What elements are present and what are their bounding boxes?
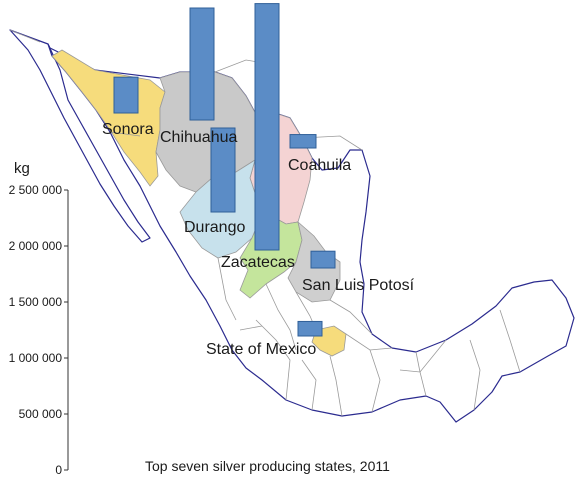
bar-series xyxy=(113,3,336,337)
label-state-of-mexico: State of Mexico xyxy=(206,341,316,358)
bar-durango xyxy=(210,127,236,213)
state-borders xyxy=(109,131,521,417)
y-tick-label: 500 000 xyxy=(19,407,63,421)
label-zacatecas: Zacatecas xyxy=(221,254,295,271)
bar-san-luis-potos- xyxy=(310,250,336,269)
y-tick-label: 1 000 000 xyxy=(9,351,63,365)
state-sonora xyxy=(51,49,166,187)
chart-title: Top seven silver producing states, 2011 xyxy=(145,458,390,474)
bar-sonora xyxy=(113,76,139,114)
mexico-map xyxy=(9,29,575,423)
y-tick-label: 2 500 000 xyxy=(9,183,63,197)
bar-state-of-mexico xyxy=(297,320,323,337)
label-durango: Durango xyxy=(184,219,245,236)
label-coahuila: Coahuila xyxy=(288,157,351,174)
bar-zacatecas xyxy=(254,3,280,251)
label-san-luis-potosi: San Luis Potosí xyxy=(302,277,415,294)
label-chihuahua: Chihuahua xyxy=(160,129,238,146)
y-axis: kg 0 500 000 1 000 000 1 500 000 2 000 000 2 … xyxy=(9,160,69,477)
y-axis-unit-label: kg xyxy=(14,160,30,177)
bar-coahuila xyxy=(289,134,317,149)
baja-california-outline xyxy=(9,29,151,243)
y-tick-label: 0 xyxy=(55,463,62,477)
y-tick-label: 1 500 000 xyxy=(9,295,63,309)
label-sonora: Sonora xyxy=(102,121,154,138)
y-axis-ticks: 0 500 000 1 000 000 1 500 000 2 000 000 2 500… xyxy=(9,183,68,477)
y-tick-label: 2 000 000 xyxy=(9,239,63,253)
bar-chihuahua xyxy=(189,7,215,121)
state-labels: Sonora Chihuahua Coahuila Durango Zacate… xyxy=(102,121,415,358)
